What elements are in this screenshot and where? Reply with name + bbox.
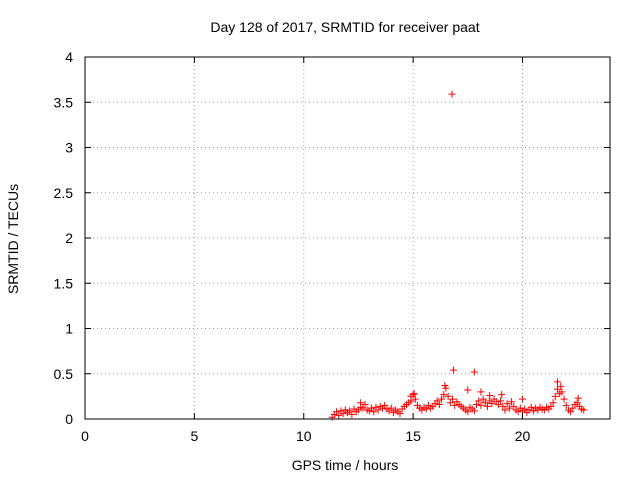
data-point xyxy=(470,368,478,376)
data-point xyxy=(433,397,441,405)
data-point xyxy=(448,90,456,98)
y-tick-label: 2 xyxy=(65,230,73,246)
data-point xyxy=(477,388,485,396)
data-point xyxy=(569,404,577,412)
x-tick-label: 10 xyxy=(296,428,312,444)
x-tick-label: 15 xyxy=(405,428,421,444)
y-tick-label: 1.5 xyxy=(54,275,74,291)
data-point xyxy=(370,408,378,416)
data-point xyxy=(481,399,489,407)
data-point xyxy=(359,404,367,412)
data-point xyxy=(441,382,449,390)
data-point xyxy=(514,408,522,416)
data-point xyxy=(554,378,561,386)
data-point xyxy=(479,395,487,403)
plot-frame xyxy=(84,56,611,420)
data-point xyxy=(357,399,365,407)
y-tick-label: 3 xyxy=(65,140,73,156)
data-point xyxy=(488,400,496,408)
y-tick-label: 2.5 xyxy=(54,185,74,201)
data-point xyxy=(510,402,518,410)
data-point xyxy=(527,403,535,411)
data-point xyxy=(477,401,485,409)
chart-title: Day 128 of 2017, SRMTID for receiver paa… xyxy=(210,19,479,35)
y-tick-label: 1 xyxy=(65,321,73,337)
data-point xyxy=(497,397,505,405)
data-point xyxy=(521,405,529,413)
data-point xyxy=(499,402,507,410)
data-point xyxy=(547,402,555,410)
y-tick-label: 0.5 xyxy=(54,366,74,382)
data-point xyxy=(444,392,452,400)
y-axis-label: SRMTID / TECUs xyxy=(5,184,21,294)
data-point xyxy=(451,401,459,409)
x-axis-label: GPS time / hours xyxy=(292,457,399,473)
data-point xyxy=(560,395,568,403)
axis-ticks: 0 5 10 15 20 0 0.5 1 1.5 2 2.5 3 3.5 4 xyxy=(54,49,610,444)
data-point xyxy=(562,401,570,409)
grid-lines xyxy=(85,57,610,419)
data-point xyxy=(558,388,566,396)
data-point xyxy=(335,411,343,419)
data-point xyxy=(446,399,454,407)
data-point xyxy=(486,391,494,399)
data-point xyxy=(396,410,404,418)
y-tick-label: 4 xyxy=(65,49,73,65)
data-point xyxy=(549,399,557,407)
data-point xyxy=(508,398,516,406)
data-point xyxy=(473,401,481,409)
data-point xyxy=(574,394,582,402)
data-point xyxy=(567,408,575,416)
data-point xyxy=(368,404,376,412)
data-point xyxy=(333,408,341,416)
data-points xyxy=(328,90,588,421)
data-point xyxy=(494,401,502,409)
data-point xyxy=(387,404,395,412)
data-point xyxy=(449,395,456,403)
data-point xyxy=(484,402,491,410)
data-point xyxy=(464,408,472,416)
data-point xyxy=(503,400,511,408)
data-point xyxy=(440,391,448,399)
data-point xyxy=(573,399,581,407)
data-point xyxy=(411,395,419,403)
data-point xyxy=(438,395,446,403)
x-tick-label: 5 xyxy=(190,428,198,444)
data-point xyxy=(361,401,369,409)
data-point xyxy=(450,366,458,374)
y-tick-label: 0 xyxy=(65,411,73,427)
data-point xyxy=(475,397,483,405)
data-point xyxy=(470,407,478,415)
data-point xyxy=(498,391,506,399)
data-point xyxy=(339,410,347,418)
x-tick-label: 0 xyxy=(81,428,89,444)
data-point xyxy=(346,407,354,415)
data-point xyxy=(348,410,356,418)
data-point xyxy=(519,395,526,403)
data-point xyxy=(580,406,588,414)
x-tick-label: 20 xyxy=(515,428,531,444)
data-point xyxy=(551,392,559,400)
data-point xyxy=(422,405,430,413)
data-point xyxy=(505,404,513,412)
data-point xyxy=(464,386,472,394)
data-point xyxy=(557,382,565,390)
data-point xyxy=(435,401,443,409)
data-point xyxy=(374,406,382,414)
y-tick-label: 3.5 xyxy=(54,94,74,110)
data-point xyxy=(407,392,415,400)
data-point xyxy=(501,406,509,414)
data-point xyxy=(381,401,389,409)
